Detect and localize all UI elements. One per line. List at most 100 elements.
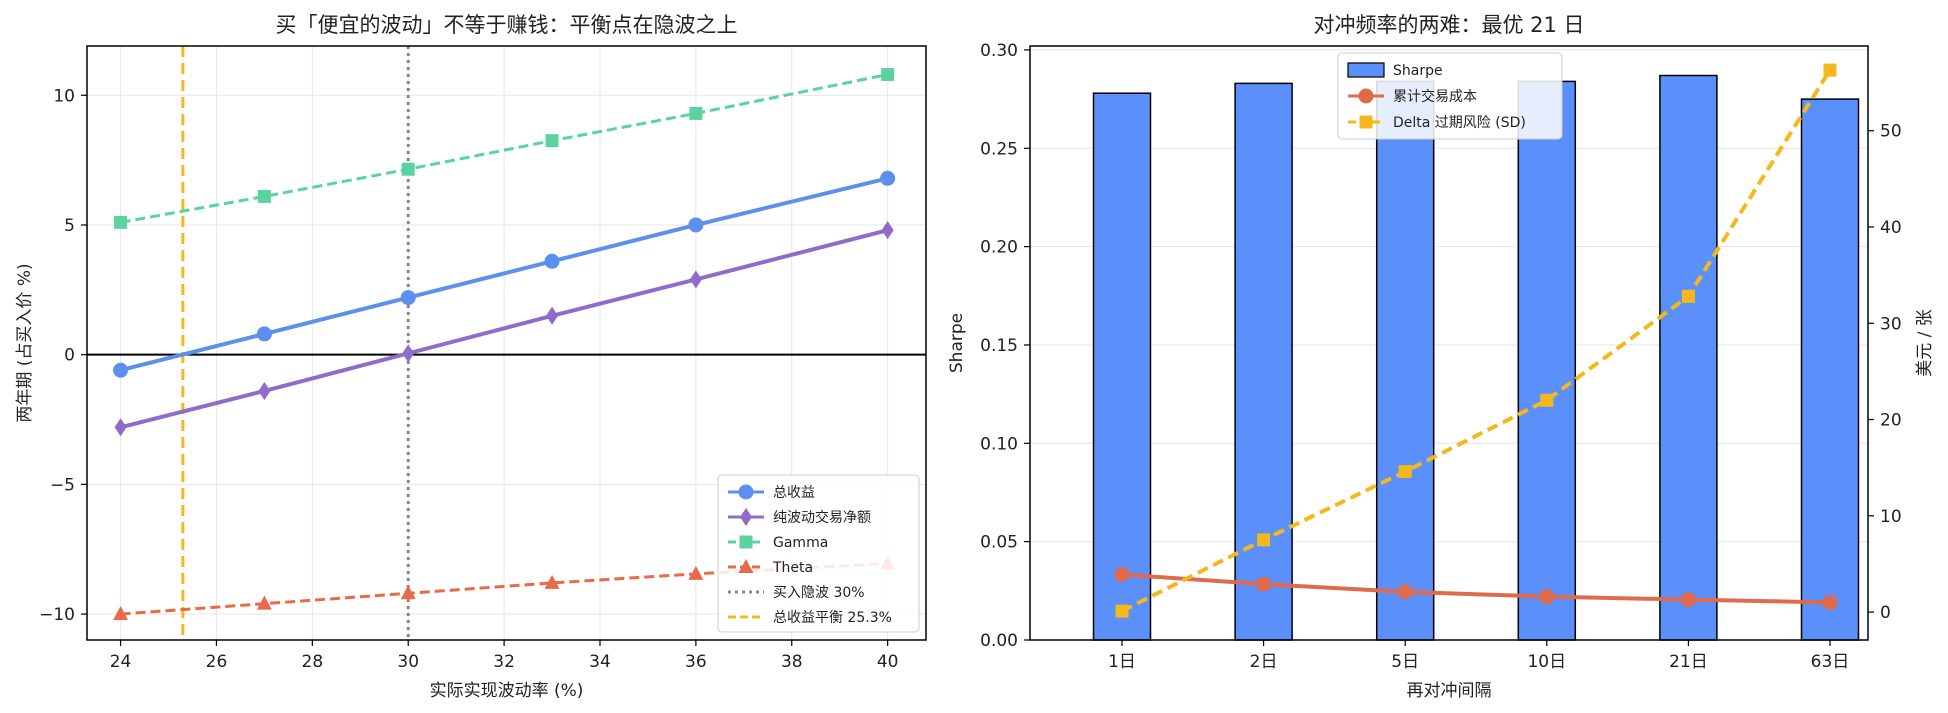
x-tick-label: 28 xyxy=(302,652,324,672)
legend-label: 累计交易成本 xyxy=(1393,88,1477,105)
x-axis-label: 实际实现波动率 (%) xyxy=(430,681,584,701)
x-tick-label: 2日 xyxy=(1250,652,1278,672)
data-point xyxy=(113,362,129,378)
data-point xyxy=(400,290,416,306)
y-right-tick-label: 50 xyxy=(1880,122,1902,142)
data-point xyxy=(688,217,704,233)
left-chart: 24 26 28 30 32 34 36 38 40 −10 −5 0 5 10 买「便宜的波动」不等于赚钱… xyxy=(15,13,927,701)
y-tick-label: 0.30 xyxy=(980,41,1018,61)
x-axis-label: 再对冲间隔 xyxy=(1407,681,1492,701)
right-chart: 1日 2日 5日 10日 21日 63日 0.00 0.05 0.10 0.15 0.20 0.25 0… xyxy=(947,13,1935,701)
x-tick-label: 40 xyxy=(877,652,899,672)
y-tick-label: 0.25 xyxy=(980,139,1018,159)
series-line-0 xyxy=(120,176,889,373)
legend-label: 总收益平衡 25.3% xyxy=(773,610,892,626)
chart-title: 买「便宜的波动」不等于赚钱：平衡点在隐波之上 xyxy=(276,13,738,37)
plot-frame xyxy=(1029,45,1869,641)
data-point xyxy=(1115,604,1129,618)
data-point xyxy=(1114,567,1130,583)
data-point xyxy=(546,306,559,325)
legend-box xyxy=(717,474,920,633)
x-tick-label: 63日 xyxy=(1811,652,1850,672)
data-point xyxy=(402,344,415,363)
data-point xyxy=(256,326,272,342)
legend-label: 买入隐波 30% xyxy=(773,585,865,601)
data-point xyxy=(545,134,559,148)
legend-marker xyxy=(1359,115,1373,129)
y-tick-label: 0 xyxy=(64,346,75,366)
legend-label: Gamma xyxy=(773,535,828,551)
data-point xyxy=(1681,289,1695,303)
legend-label: Theta xyxy=(772,560,813,576)
x-tick-label: 34 xyxy=(589,652,611,672)
legend-label: 纯波动交易净额 xyxy=(773,509,871,526)
data-point xyxy=(258,381,271,400)
data-point xyxy=(1256,576,1272,592)
legend-swatch xyxy=(1347,62,1385,78)
bar xyxy=(1375,80,1435,641)
y-axis-label: 两年期 (占买入价 %) xyxy=(15,263,35,422)
data-point xyxy=(1257,533,1271,547)
x-tick-label: 1日 xyxy=(1108,652,1136,672)
y-right-tick-label: 40 xyxy=(1880,218,1902,238)
data-point xyxy=(689,270,702,289)
bar xyxy=(1659,74,1718,641)
data-point xyxy=(1397,584,1413,600)
data-point xyxy=(689,106,703,120)
y-tick-label: 5 xyxy=(64,216,75,236)
y-tick-label: 10 xyxy=(53,86,75,106)
data-point xyxy=(688,565,704,580)
legend-marker xyxy=(738,484,754,500)
series-line-1 xyxy=(1121,69,1832,613)
y-right-axis-label: 美元 / 张 xyxy=(1915,309,1935,377)
y-tick-label: 0.00 xyxy=(980,631,1018,651)
legend-marker xyxy=(740,508,752,526)
data-point xyxy=(256,595,272,610)
x-tick-label: 38 xyxy=(781,652,803,672)
data-point xyxy=(1680,592,1696,608)
x-tick-label: 32 xyxy=(493,652,515,672)
data-point xyxy=(880,170,896,186)
bar xyxy=(1234,82,1293,641)
plot-frame xyxy=(86,45,927,641)
data-point xyxy=(114,418,127,437)
x-tick-label: 26 xyxy=(206,652,228,672)
data-point xyxy=(400,585,416,600)
data-point xyxy=(544,574,560,589)
bar xyxy=(1092,92,1152,641)
data-point xyxy=(1823,63,1837,77)
y-right-tick-label: 30 xyxy=(1880,314,1902,334)
x-tick-label: 36 xyxy=(685,652,707,672)
y-tick-label: −10 xyxy=(39,605,75,625)
y-tick-label: 0.20 xyxy=(980,238,1018,258)
bar xyxy=(1517,80,1577,641)
data-point xyxy=(544,253,560,269)
x-tick-label: 24 xyxy=(110,652,132,672)
data-point xyxy=(1398,465,1412,479)
bar xyxy=(1800,98,1860,641)
series-line-2 xyxy=(120,73,888,224)
y-tick-label: 0.05 xyxy=(980,533,1018,553)
data-point xyxy=(1539,589,1555,605)
x-tick-label: 10日 xyxy=(1527,652,1566,672)
y-tick-label: −5 xyxy=(50,475,75,495)
y-tick-label: 0.10 xyxy=(980,434,1018,454)
data-point xyxy=(881,221,894,240)
y-tick-label: 0.15 xyxy=(980,336,1018,356)
y-axis-label: Sharpe xyxy=(947,313,967,373)
legend-label: Delta 过期风险 (SD) xyxy=(1393,115,1526,131)
series-line-1 xyxy=(120,228,889,430)
data-point xyxy=(1540,393,1554,407)
y-right-tick-label: 10 xyxy=(1880,507,1902,527)
y-right-tick-label: 0 xyxy=(1880,603,1891,623)
data-point xyxy=(113,606,129,621)
legend-box xyxy=(1337,52,1563,140)
x-tick-label: 21日 xyxy=(1669,652,1708,672)
data-point xyxy=(881,68,895,82)
series-line-0 xyxy=(1121,572,1831,605)
legend-marker xyxy=(1358,88,1374,104)
x-tick-label: 5日 xyxy=(1391,652,1419,672)
legend-label: Sharpe xyxy=(1393,63,1443,79)
